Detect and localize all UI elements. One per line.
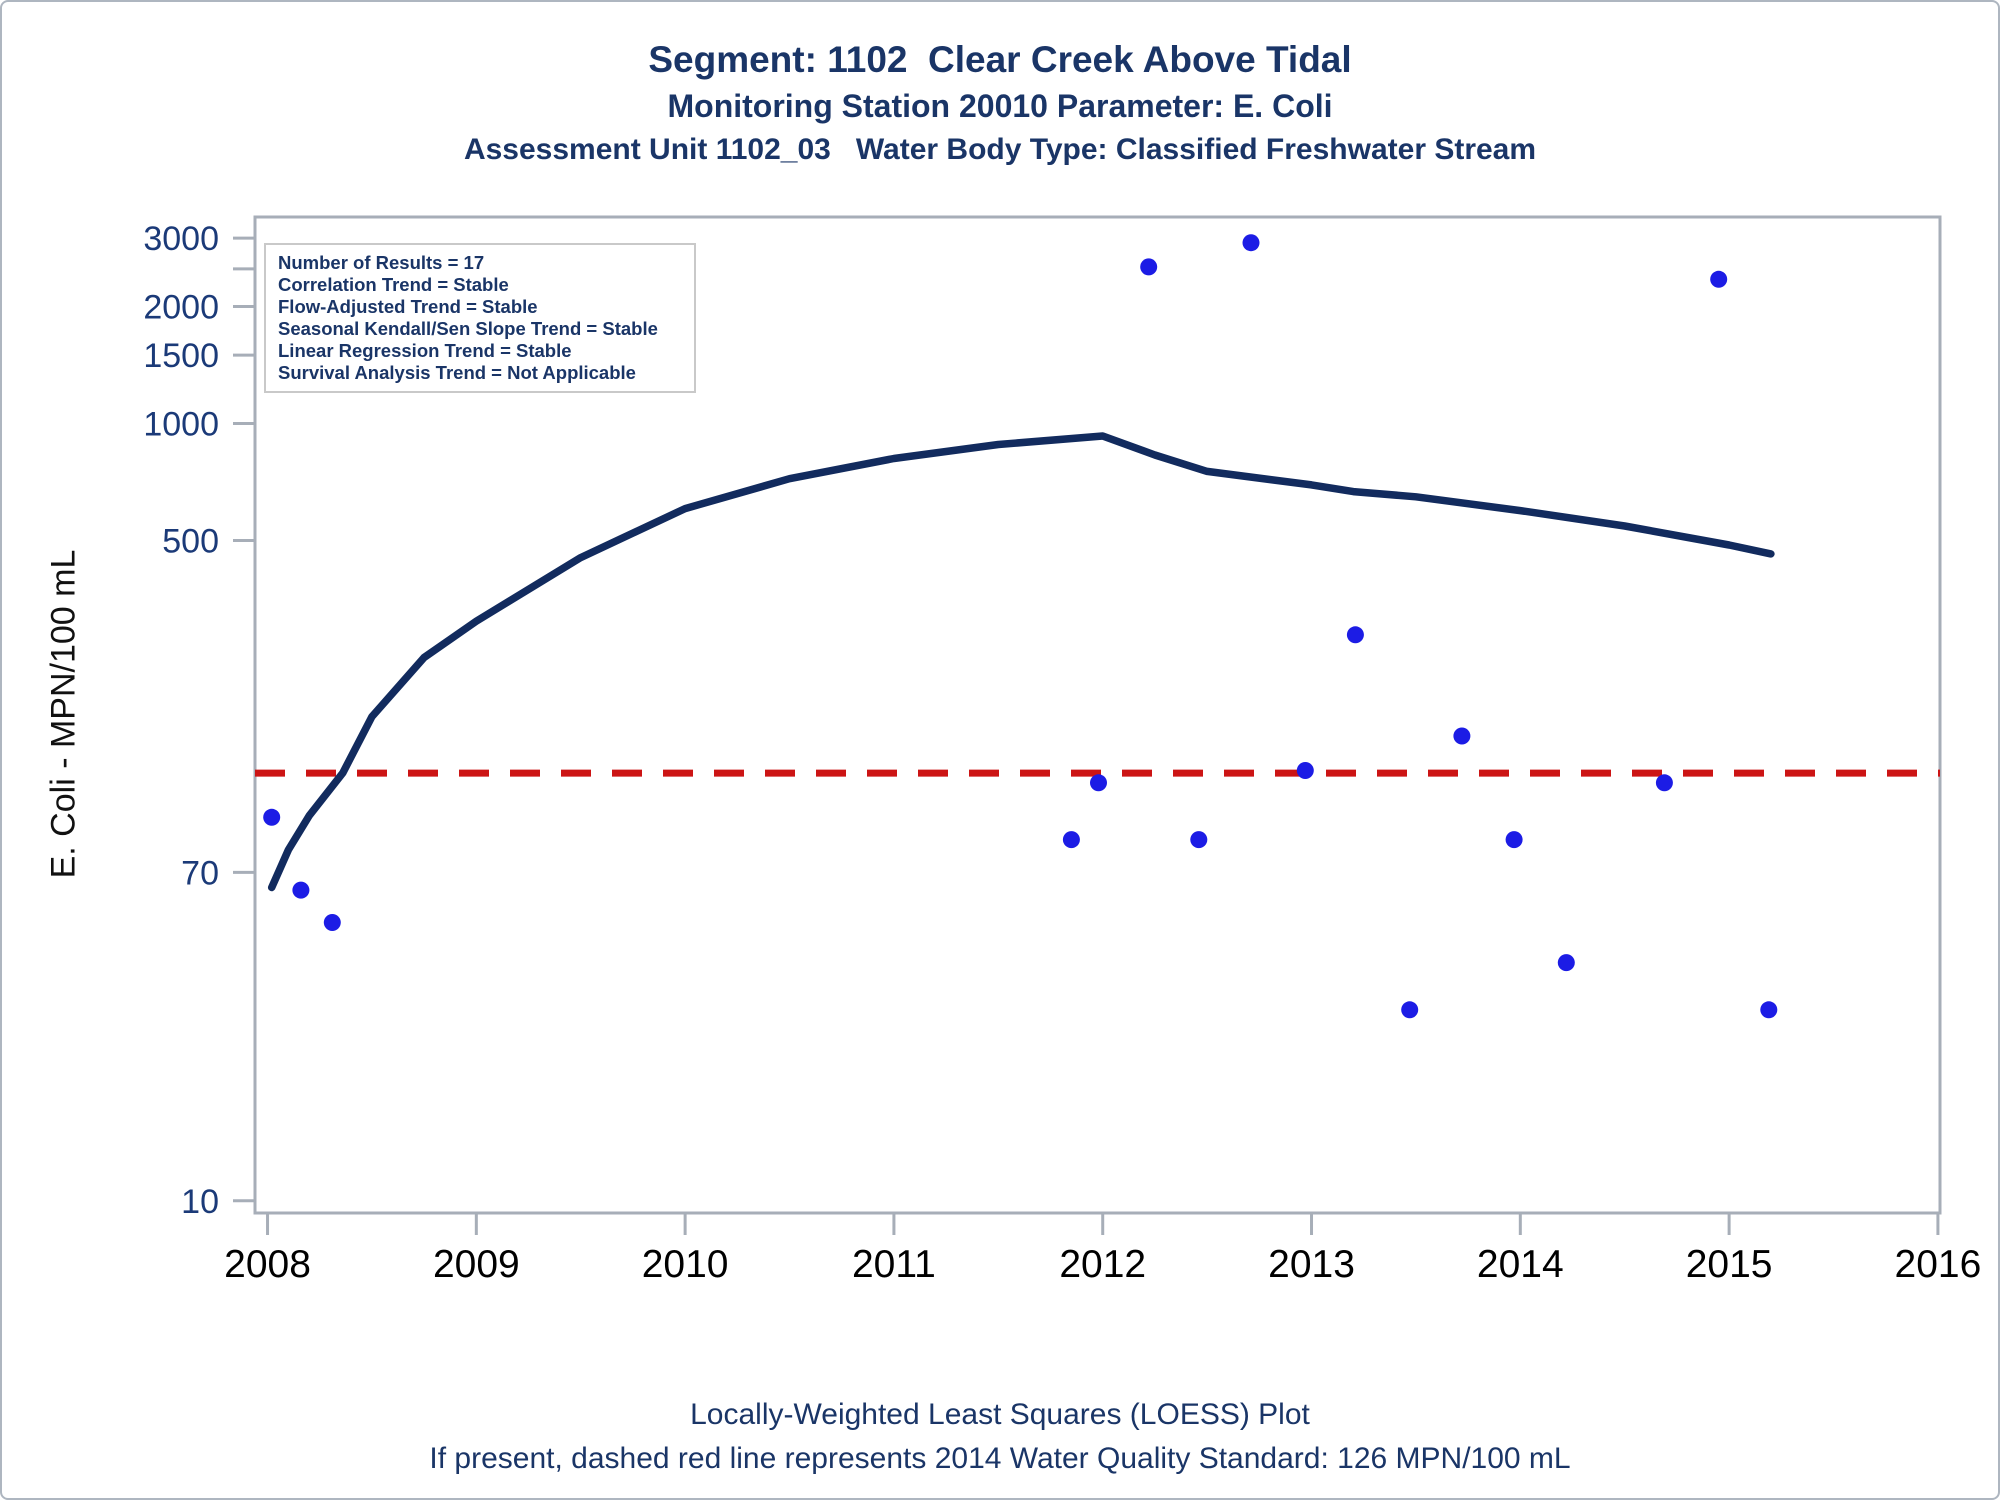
data-point bbox=[1760, 1001, 1778, 1019]
x-tick-label: 2013 bbox=[1268, 1243, 1355, 1286]
footer-block: Locally-Weighted Least Squares (LOESS) P… bbox=[2, 1394, 1998, 1482]
title-block: Segment: 1102 Clear Creek Above Tidal Mo… bbox=[2, 36, 1998, 171]
plot-frame bbox=[253, 215, 1942, 1215]
x-tick-label: 2011 bbox=[852, 1243, 936, 1286]
data-point bbox=[1140, 258, 1158, 276]
y-tick-label: 2000 bbox=[143, 289, 219, 327]
y-tick-label: 1000 bbox=[143, 406, 219, 444]
data-point bbox=[1453, 727, 1471, 745]
footnote-standard: If present, dashed red line represents 2… bbox=[429, 1442, 1571, 1475]
data-point bbox=[1296, 762, 1314, 779]
data-point bbox=[1346, 626, 1364, 644]
stats-line-linear-regression-trend: Linear Regression Trend = Stable bbox=[278, 340, 572, 361]
data-point bbox=[323, 914, 341, 931]
y-tick-label: 3000 bbox=[143, 220, 219, 258]
x-tick-label: 2015 bbox=[1686, 1243, 1773, 1286]
data-point bbox=[1190, 831, 1208, 849]
chart-subtitle-assessment-unit: Assessment Unit 1102_03 Water Body Type:… bbox=[463, 133, 1537, 166]
x-tick-label: 2008 bbox=[224, 1243, 311, 1286]
data-point bbox=[1505, 831, 1523, 849]
x-tick-label: 2012 bbox=[1059, 1243, 1146, 1286]
data-point bbox=[1401, 1001, 1419, 1019]
y-tick-label: 1500 bbox=[143, 337, 219, 375]
y-tick-label: 70 bbox=[181, 854, 219, 892]
stats-line-number-of-results: Number of Results = 17 bbox=[278, 252, 485, 273]
x-tick-label: 2009 bbox=[433, 1243, 520, 1286]
chart-title: Segment: 1102 Clear Creek Above Tidal bbox=[648, 39, 1352, 80]
data-point bbox=[1062, 831, 1080, 849]
x-tick-label: 2016 bbox=[1895, 1243, 1982, 1286]
data-point bbox=[1710, 270, 1728, 288]
data-point bbox=[1557, 954, 1575, 972]
data-point bbox=[292, 881, 310, 899]
footnote-loess: Locally-Weighted Least Squares (LOESS) P… bbox=[690, 1398, 1310, 1431]
x-tick-label: 2014 bbox=[1477, 1243, 1564, 1286]
stats-line-correlation-trend: Correlation Trend = Stable bbox=[278, 274, 509, 295]
chart-subtitle-station: Monitoring Station 20010 Parameter: E. C… bbox=[667, 88, 1333, 124]
stats-line-seasonal-kendall-trend: Seasonal Kendall/Sen Slope Trend = Stabl… bbox=[278, 318, 658, 339]
data-point bbox=[263, 808, 281, 826]
y-tick-label: 10 bbox=[181, 1183, 219, 1221]
x-tick-label: 2010 bbox=[642, 1243, 729, 1286]
data-point bbox=[1090, 774, 1107, 792]
data-point bbox=[1655, 774, 1673, 792]
trend-stats-box: Number of Results = 17 Correlation Trend… bbox=[264, 243, 696, 393]
stats-line-flow-adjusted-trend: Flow-Adjusted Trend = Stable bbox=[278, 296, 538, 317]
stats-line-survival-analysis-trend: Survival Analysis Trend = Not Applicable bbox=[278, 362, 636, 383]
data-point bbox=[1242, 234, 1260, 252]
loess-curve bbox=[267, 432, 1775, 892]
y-tick-label: 500 bbox=[162, 523, 219, 561]
